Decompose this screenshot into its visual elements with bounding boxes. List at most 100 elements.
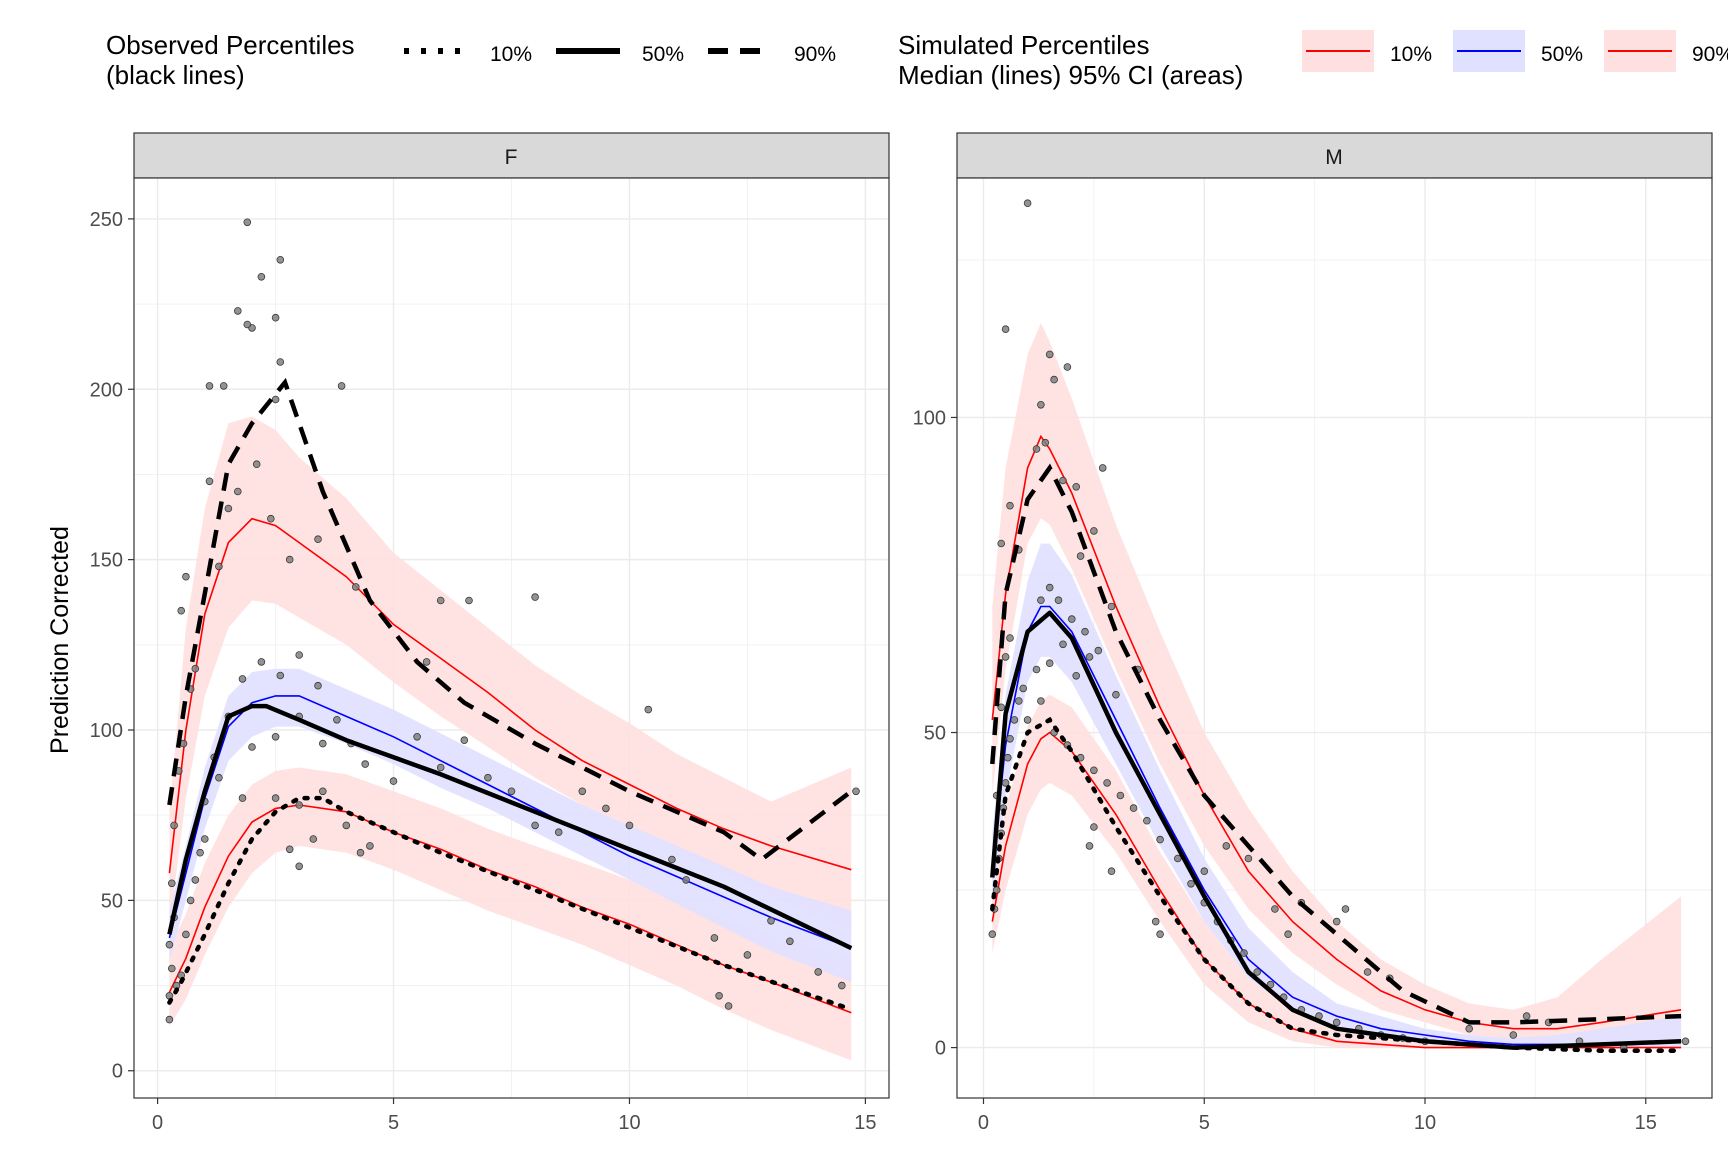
legend-observed-p10-label: 10% [490, 43, 532, 66]
data-point [1090, 823, 1098, 831]
y-tick-label: 0 [935, 1038, 946, 1060]
y-tick-label: 100 [90, 720, 123, 742]
data-point [1072, 671, 1080, 680]
panel-f-strip-label: F [505, 146, 518, 169]
data-point [361, 760, 370, 768]
data-point [271, 395, 280, 404]
data-point [1240, 949, 1248, 957]
data-point [1143, 816, 1151, 825]
data-point [1076, 552, 1085, 560]
x-tick-label: 15 [1635, 1112, 1657, 1134]
data-point [285, 555, 294, 564]
y-tick-label: 250 [90, 209, 123, 231]
data-point [252, 460, 261, 469]
data-point [436, 763, 445, 772]
data-point [786, 937, 794, 946]
data-point [309, 835, 318, 843]
data-point [531, 593, 539, 601]
legend-observed: Observed Percentiles (black lines) 10% 5… [106, 30, 836, 90]
data-point [205, 477, 214, 486]
data-point [333, 715, 341, 724]
panel-m-p10-ci-band [992, 694, 1682, 1048]
panel-f-p10-ci-band [169, 767, 852, 1061]
data-point [1037, 596, 1045, 604]
data-point [295, 862, 304, 871]
data-point [724, 1002, 733, 1010]
x-tick-label: 10 [1414, 1112, 1436, 1134]
data-point [1098, 464, 1107, 472]
data-point [243, 320, 252, 329]
panel-m-sim-p90-line [991, 434, 1682, 1030]
y-tick-label: 50 [101, 890, 123, 912]
legend-observed-p50-label: 50% [642, 43, 684, 66]
data-point [271, 313, 280, 322]
legend-observed-title-line1: Observed Percentiles [106, 30, 355, 60]
data-point [484, 773, 492, 782]
data-point [1045, 350, 1054, 359]
data-point [248, 743, 256, 751]
data-point [314, 535, 322, 543]
data-point [271, 732, 280, 741]
data-point [295, 651, 304, 659]
data-point [1112, 690, 1120, 699]
x-tick-label: 0 [978, 1112, 989, 1134]
data-point [1006, 634, 1014, 642]
data-point [337, 382, 346, 390]
data-point [177, 606, 186, 615]
data-point [1085, 842, 1094, 850]
data-point [170, 821, 178, 830]
data-point [715, 991, 723, 1000]
data-point [1222, 842, 1231, 850]
panel-m-strip [956, 132, 1713, 179]
data-point [205, 382, 214, 390]
panel-m-x-ticks: 0 5 10 15 [978, 1098, 1657, 1134]
data-point [366, 842, 374, 850]
data-point [285, 845, 294, 854]
data-point [276, 358, 285, 366]
data-point [257, 658, 266, 666]
data-point [1681, 1037, 1690, 1046]
data-point [1156, 835, 1164, 844]
panel-m-p50-ci-band [992, 543, 1682, 1048]
data-point [436, 596, 445, 605]
data-point [602, 804, 610, 813]
data-point [1006, 734, 1014, 743]
data-point [1522, 1012, 1531, 1020]
data-point [186, 896, 195, 905]
data-point [165, 1015, 174, 1024]
data-point [191, 664, 200, 673]
data-point [342, 821, 351, 830]
legend-observed-title-line2: (black lines) [106, 60, 245, 90]
x-tick-label: 5 [1199, 1112, 1210, 1134]
data-point [215, 773, 223, 782]
data-point [1059, 476, 1067, 485]
panel-f-bands [169, 416, 852, 1061]
data-point [1116, 791, 1125, 800]
legend-simulated-p10-label: 10% [1390, 43, 1432, 66]
panel-f-p90-ci-band [169, 416, 852, 931]
data-point [318, 739, 327, 748]
panel-m-y-ticks: 0 50 100 [913, 407, 957, 1060]
data-point [1187, 879, 1195, 888]
panel-f: F 0 5 10 15 0 50 100 150 200 250 [90, 132, 890, 1134]
data-point [852, 787, 860, 796]
y-tick-label: 150 [90, 550, 123, 572]
data-point [276, 255, 285, 264]
data-point [1090, 527, 1098, 535]
data-point [1014, 697, 1023, 705]
data-point [682, 876, 690, 884]
data-point [1045, 583, 1054, 592]
data-point [1085, 653, 1094, 661]
data-point [168, 879, 176, 888]
data-point [1041, 438, 1050, 447]
panel-f-border [133, 177, 890, 1099]
data-point [743, 951, 752, 959]
x-tick-label: 10 [618, 1112, 640, 1134]
panel-f-x-ticks: 0 5 10 15 [152, 1098, 877, 1134]
data-point [554, 828, 563, 836]
data-point [1156, 930, 1164, 938]
x-tick-label: 15 [854, 1112, 876, 1134]
data-point [1023, 199, 1032, 208]
data-point [997, 539, 1005, 548]
data-point [215, 562, 223, 571]
